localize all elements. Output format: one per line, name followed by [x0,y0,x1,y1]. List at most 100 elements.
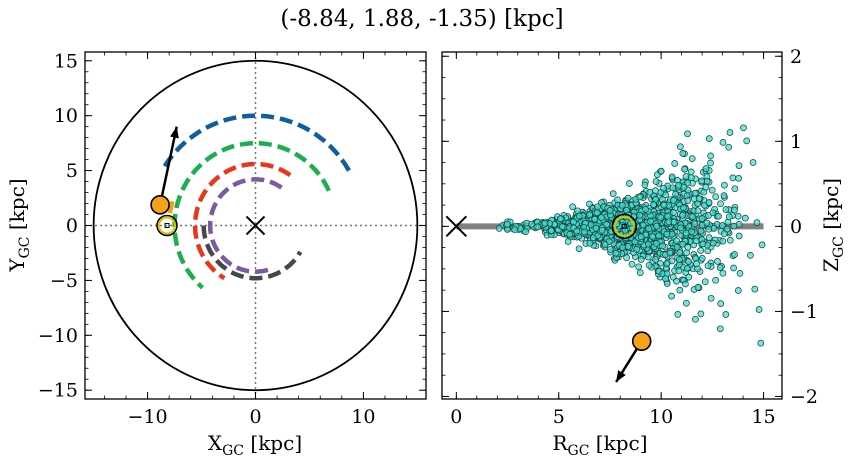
scatter-point [573,227,581,235]
scatter-point [635,263,642,271]
scatter-point [729,174,737,182]
scatter-point [705,135,713,142]
scatter-point [753,219,761,226]
scatter-point [697,247,705,254]
scatter-point [646,188,654,196]
scatter-point [695,195,703,202]
scatter-point [734,287,742,294]
scatter-point [731,185,739,193]
scatter-point [569,203,576,211]
left-ytick-label: 5 [66,160,78,182]
scatter-point [691,189,699,197]
sun-gold-ring [158,216,177,235]
right-ytick-label: 1 [790,131,802,153]
scatter-point [685,273,693,281]
galactic-center-marker [245,215,266,236]
scatter-point [707,152,714,160]
sun-marker [156,214,178,237]
scatter-point [701,278,709,286]
right-xtick-label: 0 [450,406,462,428]
scatter-point [628,260,636,268]
scatter-point [685,258,692,265]
scatter-point [534,223,541,231]
scatter-point [721,230,728,238]
scatter-point [749,159,757,166]
scatter-point [570,218,577,226]
scatter-point [712,193,720,201]
scatter-point [675,267,683,275]
scatter-point [736,270,744,277]
scatter-point [652,178,660,185]
scatter-point [653,240,660,247]
scatter-point [715,212,722,220]
sun-outer-ring [611,213,638,240]
scatter-point [758,241,766,249]
scatter-point [735,174,742,182]
scatter-point [675,181,682,189]
scatter-point [757,339,765,347]
scatter-point [683,299,690,307]
scatter-point [660,184,667,192]
scatter-point [594,203,601,211]
scatter-point [647,218,654,225]
scatter-point [557,215,564,223]
star-velocity-arrowhead [170,126,179,139]
scatter-point [726,129,734,136]
scatter-point [684,197,692,204]
scatter-point [693,260,700,268]
scatter-point [645,261,653,269]
spiral-arm-4 [192,161,292,281]
scatter-point [637,233,645,241]
scatter-point [642,205,649,213]
scatter-point [612,249,620,257]
galaxy-boundary-circle [92,59,419,392]
scatter-point [586,239,594,247]
scatter-point [731,206,738,214]
left-xtick-label: −10 [128,406,168,428]
scatter-point [735,162,743,169]
scatter-point [662,275,669,283]
scatter-point [725,143,733,151]
scatter-point [755,306,763,313]
scatter-point [547,227,555,234]
scatter-point [692,237,700,245]
left-ytick-label: −15 [38,380,78,402]
scatter-point [644,240,652,248]
scatter-point [743,137,751,145]
scatter-point [598,214,605,221]
scatter-point [717,300,725,307]
scatter-point [670,209,677,216]
scatter-point [707,294,715,302]
scatter-point [636,193,644,201]
scatter-point [719,237,727,245]
scatter-point [673,243,681,251]
scatter-point [644,253,652,261]
scatter-point [659,242,666,250]
scatter-point [669,273,677,281]
scatter-point [726,236,734,244]
scatter-point [653,222,660,230]
right-xtick-label: 5 [553,406,565,428]
scatter-point [705,234,713,241]
scatter-point [655,232,663,240]
scatter-point [511,226,519,234]
scatter-point [679,150,687,157]
scatter-point [709,209,717,217]
spiral-arm-3 [172,140,331,290]
scatter-point [662,191,670,199]
scatter-point [663,260,671,267]
left-ytick-label: 0 [66,215,78,237]
scatter-point [575,212,583,220]
scatter-point [684,130,691,138]
scatter-point [609,190,617,197]
scatter-point [714,258,721,265]
right-ytick-label: −1 [790,301,818,323]
scatter-point [719,139,727,146]
scatter-point [694,207,702,215]
scatter-point [592,224,600,232]
scatter-point [575,245,583,253]
scatter-point [704,262,712,270]
scatter-point [676,286,684,294]
scatter-point [677,143,684,151]
scatter-point [720,192,728,199]
